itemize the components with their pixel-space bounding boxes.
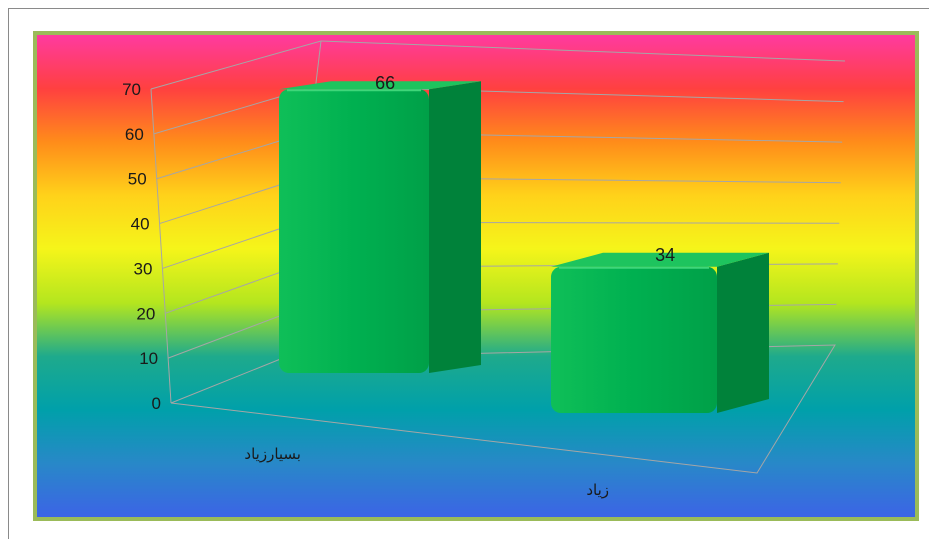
y-tick-label: 0 [152, 394, 161, 413]
chart-floor [170, 344, 836, 474]
bar-1-side [429, 81, 481, 373]
category-labels: بسیارزیاد زیاد [244, 445, 609, 499]
y-tick-label: 20 [136, 304, 155, 323]
left-wall-front-edge [150, 88, 172, 404]
bar-2-top [551, 252, 769, 267]
gridline-left-2 [165, 266, 295, 314]
y-tick-label: 50 [128, 170, 147, 189]
chart-area: 0 10 20 30 40 50 60 70 66 34 بسیارزیاد زیاد [33, 31, 919, 521]
bar-1-front [279, 89, 429, 373]
data-label-1: 66 [375, 73, 395, 93]
gridline-left-3 [162, 221, 300, 269]
bar-2-side [717, 252, 769, 413]
y-tick-label: 40 [131, 215, 150, 234]
chart-frame [8, 8, 929, 539]
gridline-back-7 [320, 40, 846, 62]
data-labels: 66 34 [375, 73, 675, 265]
bar-2 [551, 252, 769, 413]
bar-chart-3d: 0 10 20 30 40 50 60 70 66 34 بسیارزیاد زیاد [37, 35, 915, 517]
bar-1-top [279, 81, 481, 90]
y-tick-label: 70 [122, 80, 141, 99]
data-label-2: 34 [655, 245, 675, 265]
y-tick-label: 30 [134, 259, 153, 278]
gridline-left-1 [167, 312, 289, 359]
y-tick-label: 10 [139, 349, 158, 368]
y-axis-ticks: 0 10 20 30 40 50 60 70 [122, 80, 161, 413]
y-tick-label: 60 [125, 125, 144, 144]
bars [279, 81, 769, 413]
floor-outline [170, 344, 836, 474]
bar-2-front [551, 266, 717, 413]
gridline-left-7 [150, 40, 322, 90]
category-label-2: زیاد [586, 481, 609, 499]
bar-1 [279, 81, 481, 373]
category-label-1: بسیارزیاد [244, 445, 301, 463]
